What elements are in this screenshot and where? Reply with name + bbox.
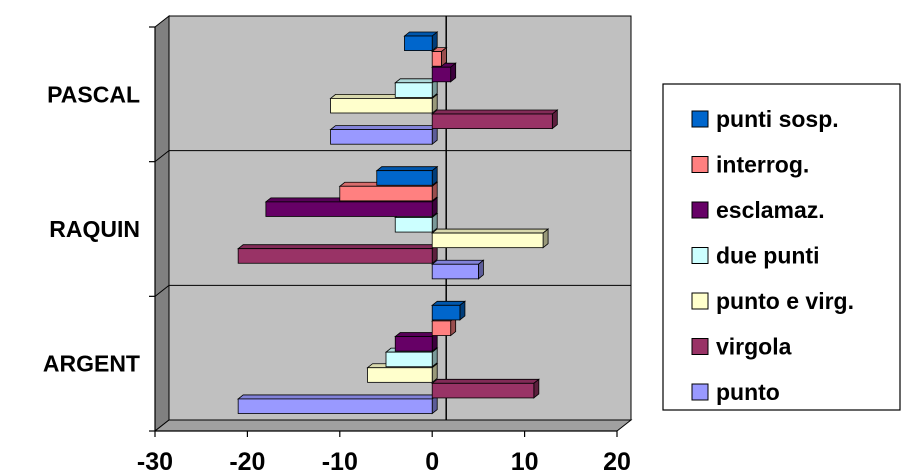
legend-swatch xyxy=(691,110,709,128)
bar-pascal-esclamaz xyxy=(431,62,457,83)
bar-pascal-virgola xyxy=(431,109,559,130)
bar-front-face xyxy=(431,320,452,336)
bars xyxy=(237,31,559,415)
gridline-depth xyxy=(154,284,170,297)
bar-argent-punto xyxy=(237,394,439,415)
x-tick-label: -20 xyxy=(229,448,265,476)
bar-pascal-punti-sosp xyxy=(403,31,439,52)
bar-front-face xyxy=(431,304,461,321)
bar-top-face xyxy=(431,109,559,115)
legend-label: punto e virg. xyxy=(716,288,854,314)
category-label-raquin: RAQUIN xyxy=(49,216,140,242)
side-wall xyxy=(154,14,170,433)
bar-pascal-interrog xyxy=(431,46,448,68)
legend-item-virgola: virgola xyxy=(691,334,792,360)
x-tick-label: 10 xyxy=(511,448,539,476)
legend-swatch xyxy=(691,292,709,310)
bar-top-face xyxy=(403,31,439,37)
legend-swatch xyxy=(691,338,709,355)
bar-top-face xyxy=(431,259,485,265)
legend-label: due punti xyxy=(716,243,819,269)
axes xyxy=(149,26,618,437)
x-tick-labels: -30 -20 -10 0 10 20 xyxy=(137,448,631,476)
gridlines xyxy=(154,16,631,420)
category-labels: ARGENT RAQUIN PASCAL xyxy=(43,81,140,376)
legend-label: esclamaz. xyxy=(716,197,825,223)
bar-top-face xyxy=(431,378,540,384)
bar-front-face xyxy=(367,367,433,383)
category-label-argent: ARGENT xyxy=(43,351,140,377)
bar-front-face xyxy=(431,66,452,83)
legend: punti sosp. interrog. esclamaz. due punti pu… xyxy=(662,83,901,411)
legend-swatch xyxy=(691,247,709,264)
bar-argent-punti-sosp xyxy=(431,300,467,321)
bar-argent-esclamaz xyxy=(394,331,439,352)
x-tick-label: -10 xyxy=(322,448,358,476)
x-tick-label: 0 xyxy=(425,448,439,476)
legend-swatch xyxy=(691,156,709,173)
bar-top-face xyxy=(431,300,467,306)
bar-front-face xyxy=(394,217,433,233)
legend-swatch xyxy=(691,383,709,401)
bar-pascal-due-punti xyxy=(394,77,439,99)
bar-top-face xyxy=(237,394,439,400)
bar-raquin-punti-sosp xyxy=(375,165,439,187)
bar-top-face xyxy=(329,125,439,131)
bar-front-face xyxy=(339,185,433,202)
gridline-depth xyxy=(154,150,170,163)
x-tick-label: -30 xyxy=(137,448,173,476)
bar-front-face xyxy=(394,82,433,98)
bar-top-face xyxy=(431,228,550,234)
bar-front-face xyxy=(385,351,433,368)
legend-label: punto xyxy=(716,379,780,405)
bar-argent-virgola xyxy=(431,378,540,399)
category-label-pascal: PASCAL xyxy=(47,81,140,107)
bar-front-face xyxy=(431,263,479,280)
bar-pascal-punto xyxy=(329,124,439,146)
legend-label: virgola xyxy=(716,334,792,360)
bar-raquin-punto-e-virg xyxy=(431,228,550,249)
x-tick-label: 20 xyxy=(603,448,631,476)
bar-front-face xyxy=(404,35,433,52)
legend-swatch xyxy=(691,201,709,219)
legend-item-interrog: interrog. xyxy=(691,152,809,178)
bar-front-face xyxy=(376,170,433,186)
bar-raquin-virgola xyxy=(237,243,439,265)
bar-front-face xyxy=(431,51,442,67)
bar-top-face xyxy=(237,244,439,250)
bar-front-face xyxy=(431,113,553,130)
bar-front-face xyxy=(265,201,433,217)
bar-front-face xyxy=(431,382,535,399)
legend-item-esclamaz: esclamaz. xyxy=(691,197,825,223)
legend-item-punto-e-virg: punto e virg. xyxy=(691,288,854,314)
bar-front-face xyxy=(330,129,433,145)
bar-front-face xyxy=(237,398,433,414)
legend-label: punti sosp. xyxy=(716,106,839,132)
bar-top-face xyxy=(394,332,439,337)
legend-item-punti-sosp: punti sosp. xyxy=(691,106,839,132)
floor xyxy=(153,419,633,432)
bar-front-face xyxy=(330,98,433,114)
bar-front-face xyxy=(431,232,544,249)
bar-top-face xyxy=(394,78,439,84)
legend-item-due-punti: due punti xyxy=(691,243,819,269)
legend-label: interrog. xyxy=(716,152,809,178)
bar-front-face xyxy=(237,248,433,264)
bar-front-face xyxy=(394,336,433,352)
legend-item-punto: punto xyxy=(691,379,780,405)
bar-raquin-punto xyxy=(431,259,485,280)
bar-top-face xyxy=(375,166,439,172)
